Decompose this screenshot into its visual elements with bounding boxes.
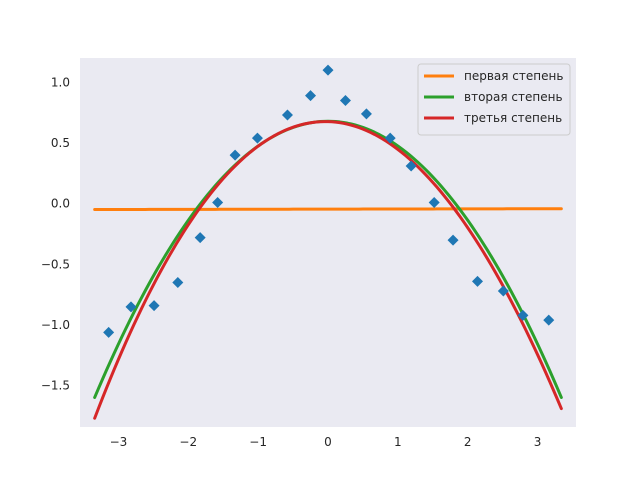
data-point — [471, 275, 483, 287]
legend-label-first: первая степень — [464, 69, 563, 83]
data-point — [194, 232, 206, 244]
data-point — [497, 285, 509, 297]
y-tick-label: −1.5 — [41, 379, 70, 393]
data-point — [428, 196, 440, 208]
data-point — [251, 132, 263, 144]
x-tick-label: −2 — [179, 435, 197, 449]
y-axis: −1.5 −1.0 −0.5 0.0 0.5 1.0 — [41, 75, 70, 392]
data-point — [322, 64, 334, 76]
y-tick-label: 1.0 — [51, 75, 70, 89]
x-tick-label: 1 — [394, 435, 402, 449]
data-points — [103, 64, 555, 338]
legend-label-second: вторая степень — [464, 90, 563, 104]
y-tick-label: 0.5 — [51, 136, 70, 150]
data-point — [148, 300, 160, 312]
data-point — [543, 314, 555, 326]
data-point — [384, 132, 396, 144]
y-tick-label: 0.0 — [51, 197, 70, 211]
x-tick-label: 3 — [534, 435, 542, 449]
data-point — [125, 301, 137, 313]
data-point — [103, 326, 115, 338]
series-line-first — [93, 207, 563, 212]
data-point — [229, 149, 241, 161]
data-point — [212, 196, 224, 208]
legend: первая степень вторая степень третья степе… — [417, 63, 571, 136]
data-point — [517, 309, 529, 321]
data-point — [305, 90, 317, 102]
legend-label-third: третья степень — [464, 111, 562, 125]
data-point — [172, 277, 184, 289]
y-tick-label: −0.5 — [41, 257, 70, 271]
x-tick-label: 0 — [324, 435, 332, 449]
x-axis: −3 −2 −1 0 1 2 3 — [110, 435, 542, 449]
data-point — [447, 234, 459, 246]
x-tick-label: −3 — [110, 435, 128, 449]
fit-lines — [93, 119, 563, 420]
series-line-third — [93, 120, 563, 420]
data-point — [281, 109, 293, 121]
data-point — [339, 94, 351, 106]
y-tick-label: −1.0 — [41, 318, 70, 332]
data-point — [405, 160, 417, 172]
data-point — [360, 108, 372, 120]
legend-box — [417, 63, 571, 136]
x-tick-label: −1 — [249, 435, 267, 449]
x-tick-label: 2 — [464, 435, 472, 449]
